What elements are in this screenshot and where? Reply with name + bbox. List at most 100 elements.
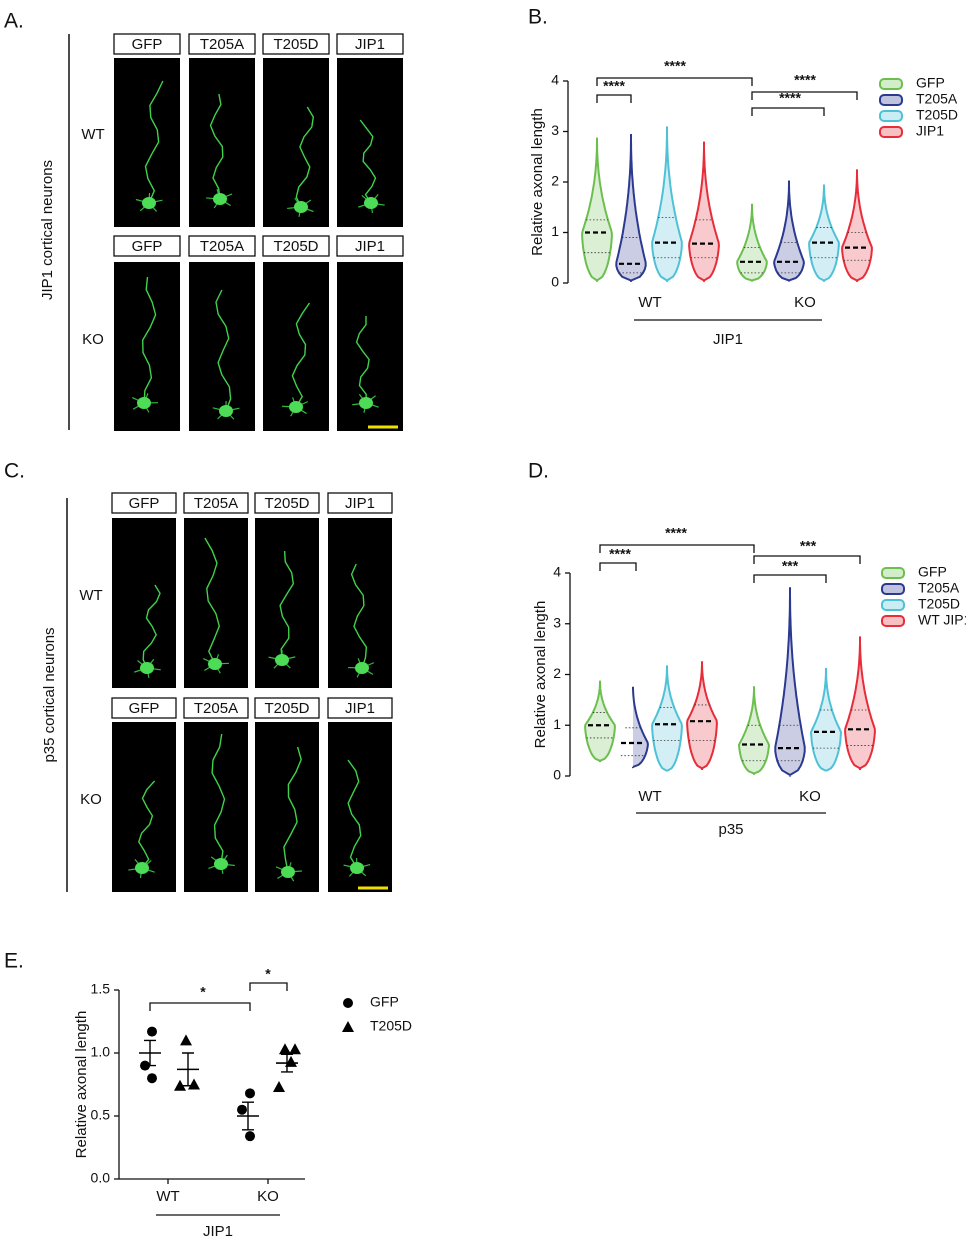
point (245, 1131, 255, 1142)
y-tick-label: 1.5 (91, 981, 111, 997)
y-tick-label: 1 (553, 716, 561, 732)
cell-body (137, 397, 151, 409)
legend-label: GFP (916, 75, 945, 91)
significance-label: **** (794, 72, 816, 88)
tile-label: JIP1 (345, 700, 375, 717)
violin (841, 169, 873, 283)
tile-label-box (188, 33, 256, 55)
tile-label-box (254, 697, 320, 719)
axon (204, 537, 221, 665)
legend-label: T205D (370, 1018, 412, 1034)
legend-label: GFP (370, 994, 399, 1010)
legend-swatch (881, 599, 905, 611)
micrograph (189, 262, 255, 431)
row-label: KO (80, 791, 102, 808)
significance-label: **** (779, 90, 801, 106)
axon (291, 302, 311, 408)
cell-body (275, 654, 289, 666)
y-axis-label: Relative axonal length (532, 601, 549, 749)
x-axis-label: JIP1 (203, 1223, 233, 1240)
tile-label: JIP1 (355, 238, 385, 255)
cell-body (289, 401, 303, 413)
tile-label-box (183, 492, 249, 514)
point (147, 1073, 157, 1084)
point (273, 1081, 285, 1093)
panel-letter: C. (4, 460, 25, 483)
error-bar (182, 1052, 194, 1087)
y-tick-label: 0 (551, 274, 559, 290)
cell-body (140, 662, 154, 674)
axon (295, 106, 315, 208)
axon (215, 289, 232, 412)
point (188, 1078, 200, 1090)
tile-label-box (262, 33, 330, 55)
significance-bracket (149, 1002, 251, 1011)
group-label: KO (794, 294, 816, 311)
violin (615, 134, 647, 283)
y-axis-label: Relative axonal length (73, 1011, 90, 1159)
tile-label-box (113, 235, 181, 257)
axon (141, 276, 157, 404)
tile-label-box (336, 33, 404, 55)
tile-label-box (111, 492, 177, 514)
legend-swatch (881, 615, 905, 627)
row-label: WT (81, 126, 104, 143)
legend-swatch (879, 110, 903, 122)
legend-swatch (879, 78, 903, 90)
axon (209, 93, 224, 200)
cell-body (355, 662, 369, 674)
tile-label: T205D (273, 238, 318, 255)
legend-label: T205A (916, 91, 958, 107)
tile-label: T205D (264, 495, 309, 512)
point (245, 1088, 255, 1099)
legend-label: T205D (916, 107, 958, 123)
significance-bracket (753, 574, 827, 583)
tile-label: JIP1 (355, 36, 385, 53)
significance-label: *** (782, 558, 799, 574)
significance-label: * (265, 966, 271, 982)
tile-label: GFP (132, 36, 163, 53)
cell-body (135, 862, 149, 874)
violin (774, 587, 806, 777)
tile-label: T205D (264, 700, 309, 717)
tile-label: T205A (194, 495, 238, 512)
cell-body (359, 397, 373, 409)
violin (632, 686, 649, 769)
significance-bracket (599, 562, 637, 571)
cell-body (208, 658, 222, 670)
tile-label: T205A (194, 700, 238, 717)
violin (773, 180, 805, 282)
legend-marker (342, 1021, 354, 1032)
y-axis-label: Relative axonal length (529, 108, 546, 256)
error-bar (281, 1053, 293, 1073)
group-label: KO (257, 1188, 279, 1205)
significance-bracket (751, 107, 825, 116)
significance-bracket (596, 94, 632, 103)
violin (688, 141, 720, 283)
tile-label-box (327, 492, 393, 514)
y-tick-label: 3 (551, 122, 559, 138)
legend-swatch (879, 126, 903, 138)
cell-body (364, 197, 378, 209)
axon (138, 780, 156, 869)
side-label: p35 cortical neurons (41, 627, 58, 762)
significance-label: *** (800, 538, 817, 554)
panel-letter: E. (4, 950, 24, 973)
error-bar (144, 1039, 156, 1067)
micrograph (112, 518, 176, 688)
tile-label-box (327, 697, 393, 719)
axon (355, 316, 370, 404)
cell-body (350, 862, 364, 874)
tile-label: T205A (200, 36, 244, 53)
cell-body (213, 193, 227, 205)
axon (279, 550, 295, 661)
tile-label: T205D (273, 36, 318, 53)
y-tick-label: 1 (551, 223, 559, 239)
cell-body (219, 405, 233, 417)
side-label: JIP1 cortical neurons (39, 160, 56, 300)
micrograph (263, 58, 329, 227)
tile-label-box (113, 33, 181, 55)
legend-label: WT JIP1 (918, 612, 966, 628)
violin (651, 126, 683, 283)
tile-label: T205A (200, 238, 244, 255)
